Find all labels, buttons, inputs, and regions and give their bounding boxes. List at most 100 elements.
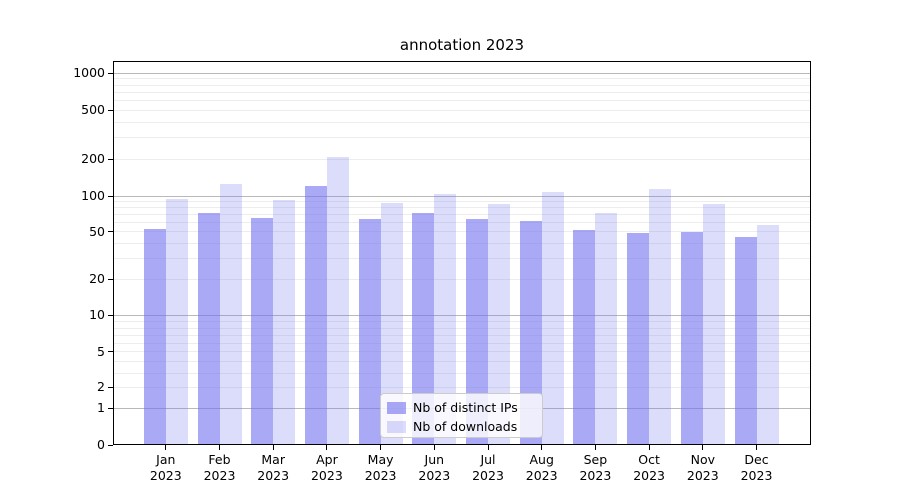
bar-distinct-ips <box>358 219 381 445</box>
gridline-minor <box>114 207 811 209</box>
x-tick-label: Jul 2023 <box>472 452 504 483</box>
bar-downloads <box>219 184 242 445</box>
y-tick-mark <box>108 195 113 197</box>
y-tick-label: 10 <box>89 307 105 323</box>
gridline-minor <box>114 231 811 233</box>
gridline-minor <box>114 335 811 337</box>
bar-distinct-ips <box>466 219 488 445</box>
y-tick-mark <box>108 407 113 409</box>
bar-distinct-ips <box>519 220 542 445</box>
gridline-minor <box>114 361 811 363</box>
x-tick-label: Dec 2023 <box>740 452 773 483</box>
gridline-minor <box>114 321 811 323</box>
gridline-minor <box>114 342 811 344</box>
y-tick-label: 5 <box>97 343 105 359</box>
gridline-minor <box>114 213 811 215</box>
x-tick-mark <box>380 445 382 450</box>
y-tick-mark <box>108 158 113 160</box>
gridline-minor <box>114 351 811 353</box>
x-tick-mark <box>487 445 489 450</box>
y-tick-label: 500 <box>81 102 105 118</box>
bar-distinct-ips <box>734 237 757 445</box>
gridline-major <box>114 195 811 197</box>
gridline-minor <box>114 91 811 93</box>
x-tick-mark <box>272 445 274 450</box>
legend-item-downloads: Nb of downloads <box>387 419 518 434</box>
x-tick-label: Feb 2023 <box>203 452 236 483</box>
y-tick-label: 20 <box>89 271 105 287</box>
bar-downloads <box>488 204 510 445</box>
y-tick-mark <box>108 314 113 316</box>
bar-downloads <box>165 198 188 445</box>
legend-label-distinct-ips: Nb of distinct IPs <box>413 400 518 415</box>
x-tick-mark <box>326 445 328 450</box>
bar-distinct-ips <box>627 232 650 445</box>
x-tick-label: Sep 2023 <box>579 452 612 483</box>
x-tick-label: Jan 2023 <box>149 452 182 483</box>
y-tick-mark <box>108 231 113 233</box>
y-tick-mark <box>108 278 113 280</box>
gridline-minor <box>114 221 811 223</box>
gridline-minor <box>114 121 811 123</box>
legend-item-distinct-ips: Nb of distinct IPs <box>387 400 518 415</box>
gridline-minor <box>114 109 811 111</box>
x-tick-mark <box>541 445 543 450</box>
gridline-major <box>114 72 811 74</box>
x-tick-label: Nov 2023 <box>686 452 719 483</box>
gridline-minor <box>114 84 811 86</box>
x-tick-mark <box>756 445 757 450</box>
x-tick-mark <box>594 445 596 450</box>
bar-distinct-ips <box>197 213 220 445</box>
gridline-minor <box>114 200 811 202</box>
bar-distinct-ips <box>680 231 703 445</box>
bar-downloads <box>595 213 618 445</box>
gridline-minor <box>114 100 811 102</box>
bar-downloads <box>649 189 672 445</box>
bar-downloads <box>326 157 349 445</box>
gridline-major <box>114 314 811 316</box>
bar-downloads <box>541 191 564 445</box>
x-tick-label: Aug 2023 <box>525 452 558 483</box>
bar-distinct-ips <box>412 213 435 445</box>
x-tick-label: May 2023 <box>364 452 397 483</box>
x-tick-label: Oct 2023 <box>633 452 665 483</box>
y-tick-label: 50 <box>89 223 105 239</box>
gridline-minor <box>114 278 811 280</box>
bar-downloads <box>702 204 725 445</box>
y-tick-mark <box>108 351 113 353</box>
gridline-minor <box>114 327 811 329</box>
x-tick-label: Mar 2023 <box>257 452 290 483</box>
y-tick-label: 100 <box>81 188 105 203</box>
bar-downloads <box>380 203 403 445</box>
legend: Nb of distinct IPs Nb of downloads <box>380 393 543 438</box>
y-tick-mark <box>108 72 113 74</box>
y-tick-mark <box>108 444 113 446</box>
y-tick-label: 1000 <box>73 65 105 81</box>
bar-downloads <box>756 225 779 445</box>
bar-distinct-ips <box>143 228 166 445</box>
chart-title: annotation 2023 <box>399 36 525 54</box>
x-tick-label: Jun 2023 <box>418 452 451 483</box>
x-tick-mark <box>165 445 167 450</box>
legend-label-downloads: Nb of downloads <box>413 419 518 434</box>
x-tick-mark <box>219 445 220 450</box>
legend-swatch-distinct-ips <box>387 401 406 414</box>
x-tick-mark <box>702 445 704 450</box>
bar-downloads <box>434 193 457 445</box>
y-tick-mark <box>108 109 113 111</box>
gridline-minor <box>114 386 811 388</box>
legend-swatch-downloads <box>387 420 406 433</box>
gridline-minor <box>114 257 811 259</box>
gridline-minor <box>114 78 811 80</box>
bar-distinct-ips <box>304 185 327 445</box>
x-tick-mark <box>433 445 435 450</box>
bar-distinct-ips <box>573 229 596 445</box>
y-tick-label: 2 <box>97 379 105 395</box>
y-tick-mark <box>108 386 113 388</box>
bar-downloads <box>273 199 296 445</box>
x-tick-label: Apr 2023 <box>310 452 343 483</box>
gridline-minor <box>114 136 811 138</box>
bar-distinct-ips <box>251 218 274 445</box>
x-tick-mark <box>648 445 650 450</box>
